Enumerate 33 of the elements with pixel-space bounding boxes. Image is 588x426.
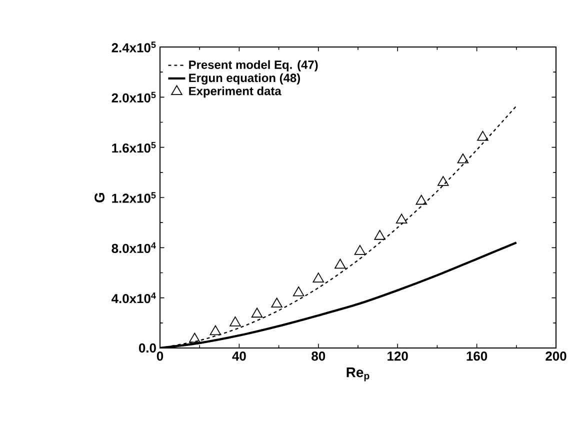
legend-label: Ergun equation (48) xyxy=(189,73,300,85)
point xyxy=(477,130,488,141)
legend-label: Experiment data xyxy=(189,86,282,98)
legend-label: Present model Eq. (47) xyxy=(189,60,318,72)
point xyxy=(189,332,200,343)
y-tick-label: 1.6x10$^{5}$ xyxy=(112,142,156,153)
point xyxy=(230,316,241,326)
point xyxy=(374,230,386,240)
x-tick-label: 160 xyxy=(466,352,488,361)
point xyxy=(354,245,366,255)
x-tick-label: 200 xyxy=(546,352,566,361)
y-tick-label: 1.2x10$^{5}$ xyxy=(112,192,156,203)
x-tick-label: 40 xyxy=(232,352,246,361)
x-tick-label: 120 xyxy=(388,352,408,361)
y-axis-title: G xyxy=(94,192,104,202)
point xyxy=(312,272,324,282)
x-axis-title: Re$_{p}$ xyxy=(346,368,370,382)
point xyxy=(292,286,304,296)
y-tick-label: 8.0x10$^{4}$ xyxy=(112,242,156,254)
point xyxy=(416,194,427,205)
point xyxy=(334,258,346,269)
point xyxy=(271,298,282,308)
x-tick-label: 80 xyxy=(312,352,326,361)
point xyxy=(396,214,408,224)
point xyxy=(438,176,449,186)
y-tick-label: 2.0x10$^{5}$ xyxy=(112,92,156,103)
x-tick-label: 0 xyxy=(156,352,164,361)
y-tick-label: 4.0x10$^{4}$ xyxy=(112,292,156,304)
y-tick-label: 0.0 xyxy=(138,343,156,353)
y-tick-label: 2.4x10$^{5}$ xyxy=(112,42,156,52)
point xyxy=(210,325,222,336)
point xyxy=(251,308,263,318)
point xyxy=(457,153,469,164)
